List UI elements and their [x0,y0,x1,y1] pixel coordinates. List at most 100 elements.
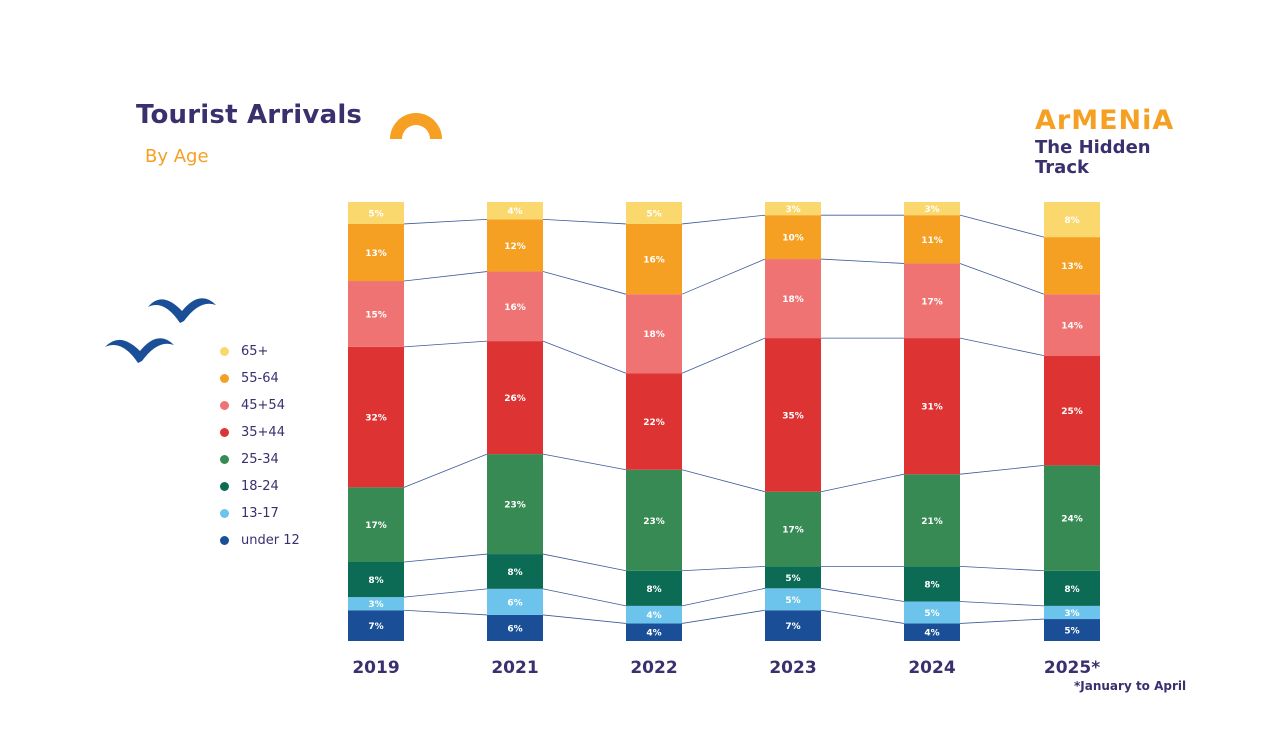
connector-line [403,609,488,616]
bar-segment [348,202,404,224]
bar-segment [487,202,543,220]
bar-value-label: 26% [504,394,526,404]
x-tick-label: 2024 [908,658,955,678]
bar-segment [1044,465,1100,571]
connector-line [542,614,627,624]
bar-segment [626,605,682,624]
bar-value-label: 8% [1064,216,1079,226]
legend-swatch [220,374,229,383]
bar-segment [765,215,821,260]
connector-line [403,453,488,488]
bar-value-label: 13% [365,249,387,259]
x-tick-label: 2023 [769,658,816,678]
connector-line [681,565,766,572]
brand-tagline: The Hidden Track [1035,137,1151,178]
bar-value-label: 21% [921,517,943,527]
bar-segment [904,623,960,641]
legend-item: 45+54 [220,392,300,419]
bar-value-label: 7% [368,622,383,632]
bar-segment [1044,355,1100,466]
bar-value-label: 4% [507,207,522,217]
bar-segment [904,338,960,475]
bar-value-label: 5% [646,209,661,219]
bar-value-label: 10% [782,234,804,244]
bar-segment [1044,619,1100,641]
legend-label: 25-34 [241,452,279,467]
bar-segment [348,346,404,488]
connector-line [542,453,627,471]
legend-swatch [220,536,229,545]
x-tick-label: 2019 [352,658,399,678]
connector-line [542,588,627,607]
connector-line [820,258,905,264]
bar-value-label: 16% [643,256,665,266]
bar-value-label: 8% [1064,585,1079,595]
bar-segment [487,554,543,589]
bar-segment [626,294,682,374]
bar-value-label: 17% [365,521,387,531]
legend-label: 55-64 [241,371,279,386]
connector-line [403,271,488,282]
legend-swatch [220,347,229,356]
bar-segment [904,601,960,624]
legend-label: 65+ [241,344,269,359]
brand-logo: ArMENiA The Hidden Track [1035,104,1175,178]
connector-line [542,218,627,225]
bar-value-label: 17% [921,297,943,307]
legend-item: 35+44 [220,419,300,446]
x-tick-label: 2021 [491,658,538,678]
page-subtitle: By Age [145,146,209,167]
bar-value-label: 32% [365,414,387,424]
bar-segment [348,487,404,562]
bar-value-label: 3% [368,600,383,610]
legend-swatch [220,455,229,464]
connector-line [959,565,1045,572]
bar-value-label: 22% [643,418,665,428]
legend-label: 13-17 [241,506,279,521]
connector-line [681,214,766,225]
bar-value-label: 17% [782,526,804,536]
bar-value-label: 18% [782,295,804,305]
legend-item: under 12 [220,527,300,554]
bar-segment [765,259,821,339]
bar-value-label: 16% [504,303,526,313]
bar-segment [348,281,404,347]
connector-line [959,263,1045,295]
connector-line [681,258,766,295]
connector-line [820,587,905,602]
bar-segment [904,474,960,567]
bar-value-label: 15% [365,310,387,320]
bar-segment [765,491,821,567]
bar-segment [904,566,960,602]
x-tick-label: 2022 [630,658,677,678]
bar-value-label: 6% [507,624,522,634]
bar-segment [765,202,821,216]
legend-item: 65+ [220,338,300,365]
bar-segment [904,263,960,339]
legend-label: 35+44 [241,425,285,440]
bar-value-label: 11% [921,236,943,246]
bar-value-label: 5% [924,609,939,619]
bar-segment [904,202,960,216]
x-tick-label: 2025* [1044,658,1100,678]
page-title: Tourist Arrivals [136,100,363,130]
bar-value-label: 5% [785,596,800,606]
footnote: *January to April [1074,679,1187,693]
arch-decoration-icon [390,113,442,139]
bar-segment [765,588,821,611]
bar-segment [348,597,404,611]
bar-segment [348,610,404,641]
connector-line [959,601,1045,607]
bar-segment [626,469,682,571]
bar-segment [765,338,821,492]
bar-value-label: 4% [646,611,661,621]
bar-value-label: 3% [1064,609,1079,619]
connector-line [542,553,627,572]
bar-value-label: 3% [924,205,939,215]
bar-segment [487,588,543,615]
legend-swatch [220,401,229,410]
connector-line [403,340,488,348]
bar-segment [626,223,682,295]
connector-line [959,618,1045,624]
connector-line [820,609,905,624]
